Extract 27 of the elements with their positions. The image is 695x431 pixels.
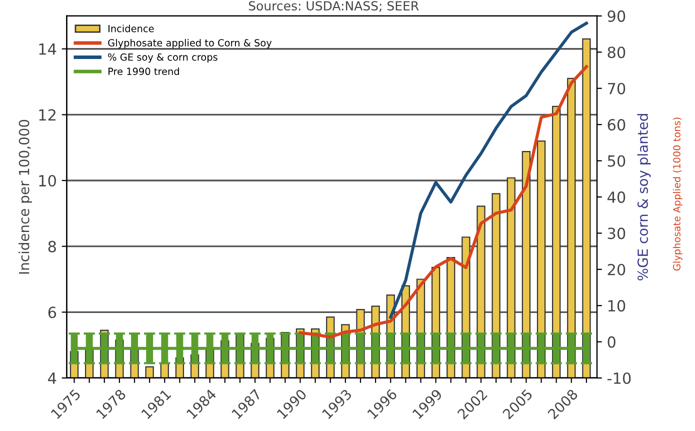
y2-axis-title: %GE corn & soy planted (637, 114, 651, 280)
y2-tick-label: 40 (607, 191, 626, 203)
y2-tick-label: 10 (608, 300, 626, 312)
y2-tick-label: 60 (608, 119, 626, 131)
legend-label: Glyphosate applied to Corn & Soy (108, 38, 272, 48)
legend-label: Pre 1990 trend (108, 68, 179, 76)
y-axis-title: Incidence per 100,000 (18, 120, 32, 274)
source-note: Sources: USDA:NASS; SEER (248, 1, 419, 12)
y2-tick-label: 90 (608, 10, 626, 22)
y2-tick-label: 80 (608, 46, 626, 58)
legend-label: Incidence (108, 24, 154, 32)
y-tick-label: 10 (39, 174, 56, 187)
text: Glyphosate Applied (1000 tons) (672, 118, 682, 271)
y2-tick-label: 30 (608, 228, 626, 240)
y-tick-label: 4 (48, 372, 56, 384)
line-series (389, 22, 588, 319)
y2-tick-label: 20 (608, 264, 626, 276)
y2-tick-label: 0 (608, 336, 616, 348)
y2-tick-label: -10 (607, 372, 631, 384)
y2-tick-label: 70 (608, 82, 626, 94)
y-tick-label: 8 (48, 240, 56, 252)
legend-label: % GE soy & corn crops (108, 53, 218, 63)
y2-tick-label: 50 (608, 155, 626, 167)
y-tick-label: 12 (39, 109, 56, 120)
y-tick-label: 6 (48, 306, 56, 318)
line-series (298, 65, 588, 339)
y-tick-label: 14 (39, 44, 56, 55)
